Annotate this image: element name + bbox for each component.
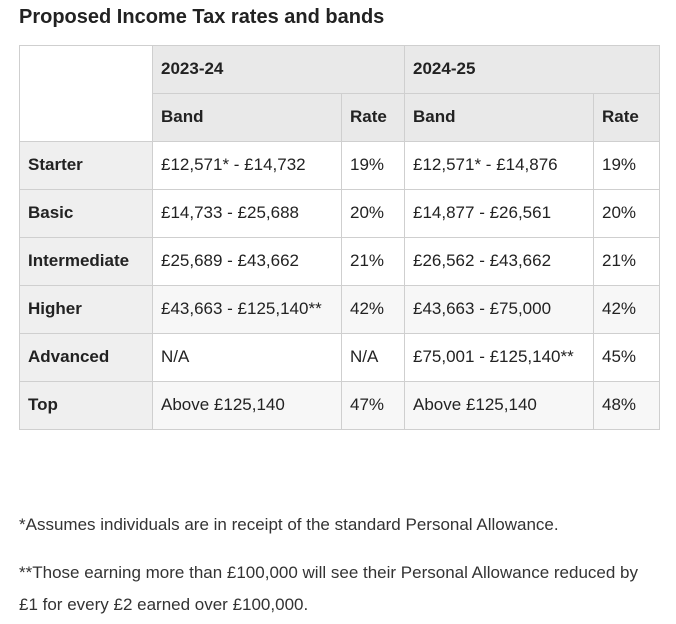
sub-header: Rate — [593, 93, 661, 142]
rate-cell: N/A — [340, 333, 406, 382]
sub-header: Band — [152, 93, 342, 142]
table-row: Starter £12,571* - £14,732 19% £12,571* - £… — [19, 141, 661, 190]
rate-cell: 42% — [340, 285, 406, 334]
band-cell: £12,571* - £14,876 — [404, 141, 595, 190]
group-header: 2024-25 — [404, 45, 661, 94]
rate-cell: 19% — [340, 141, 406, 190]
rate-cell: 42% — [593, 285, 661, 334]
band-cell: Above £125,140 — [152, 381, 342, 430]
band-cell: £14,733 - £25,688 — [152, 189, 342, 238]
group-header: 2023-24 — [151, 45, 406, 94]
rate-cell: 21% — [593, 237, 661, 286]
band-cell: £43,663 - £75,000 — [404, 285, 595, 334]
row-header: Intermediate — [19, 237, 153, 286]
row-header: Basic — [19, 189, 153, 238]
corner-cell — [19, 45, 153, 142]
sub-header: Rate — [340, 93, 406, 142]
band-cell: £43,663 - £125,140** — [152, 285, 342, 334]
table-row: Intermediate £25,689 - £43,662 21% £26,562 … — [19, 237, 661, 286]
footnote: **Those earning more than £100,000 will … — [19, 563, 638, 614]
tax-table: 2023-24 2024-25 Band Rate Band Rate Star… — [19, 45, 661, 430]
band-cell: Above £125,140 — [404, 381, 595, 430]
sub-header: Band — [404, 93, 595, 142]
rate-cell: 48% — [593, 381, 661, 430]
table-row: Advanced N/A N/A £75,001 - £125,140** 45% — [19, 333, 661, 382]
band-cell: £26,562 - £43,662 — [404, 237, 595, 286]
band-cell: £75,001 - £125,140** — [404, 333, 595, 382]
table-row: Basic £14,733 - £25,688 20% £14,877 - £26,5… — [19, 189, 661, 238]
rate-cell: 47% — [340, 381, 406, 430]
band-cell: £14,877 - £26,561 — [404, 189, 595, 238]
rate-cell: 20% — [593, 189, 661, 238]
band-cell: £25,689 - £43,662 — [152, 237, 342, 286]
table-row: Higher £43,663 - £125,140** 42% £43,663 - £… — [19, 285, 661, 334]
rate-cell: 20% — [340, 189, 406, 238]
rate-cell: 19% — [593, 141, 661, 190]
title: Proposed Income Tax rates and bands — [19, 6, 385, 28]
row-header: Starter — [19, 141, 153, 190]
band-cell: N/A — [152, 333, 342, 382]
row-header: Top — [19, 381, 153, 430]
table-body: Starter £12,571* - £14,732 19% £12,571* - £… — [19, 141, 661, 430]
row-header: Higher — [19, 285, 153, 334]
rate-cell: 21% — [340, 237, 406, 286]
table-row: Top Above £125,140 47% Above £125,140 48% — [19, 381, 661, 430]
band-cell: £12,571* - £14,732 — [152, 141, 342, 190]
rate-cell: 45% — [593, 333, 661, 382]
row-header: Advanced — [19, 333, 153, 382]
footnote: *Assumes individuals are in receipt of t… — [19, 515, 559, 534]
